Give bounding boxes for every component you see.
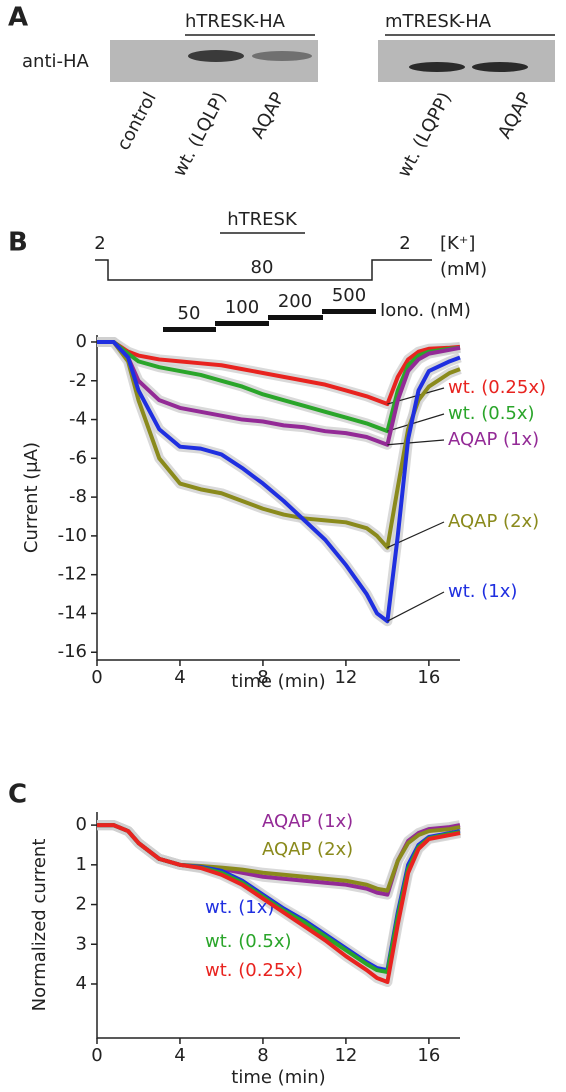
x-tick-label: 0 — [91, 667, 102, 688]
iono-level: 200 — [278, 291, 312, 312]
blot-group-title: mTRESK-HA — [385, 11, 492, 32]
legend-label: wt. (1x) — [205, 897, 274, 918]
k-label: (mM) — [440, 259, 487, 280]
legend-label: wt. (0.5x) — [205, 931, 292, 952]
k-protocol — [95, 259, 432, 281]
lane-label: AQAP — [494, 89, 536, 143]
lane-label: wt. (LQPP) — [394, 89, 456, 181]
iono-bar — [268, 315, 323, 320]
series-line — [97, 339, 461, 434]
legend-label: AQAP (2x) — [262, 839, 353, 860]
x-axis-label: time (min) — [231, 1067, 325, 1088]
y-tick-label: 1 — [76, 854, 87, 875]
lane-label: AQAP — [247, 89, 289, 143]
y-tick-label: -4 — [69, 409, 87, 430]
panel-label: B — [8, 228, 28, 258]
legend-label: AQAP (2x) — [448, 511, 539, 532]
k-level: 2 — [399, 233, 410, 254]
x-tick-label: 8 — [257, 667, 268, 688]
y-tick-label: -6 — [69, 447, 87, 468]
y-tick-label: -2 — [69, 370, 87, 391]
x-tick-label: 4 — [174, 667, 185, 688]
blot-band — [409, 62, 465, 72]
x-tick-label: 12 — [334, 667, 357, 688]
blot-group-title: hTRESK-HA — [185, 11, 286, 32]
iono-level: 500 — [332, 285, 366, 306]
x-axis-label: time (min) — [231, 671, 325, 692]
legend-label: AQAP (1x) — [448, 429, 539, 450]
blot-band — [472, 62, 528, 72]
leader-line — [387, 413, 445, 432]
y-tick-label: -16 — [58, 641, 87, 662]
series-line — [97, 339, 461, 624]
y-tick-label: -8 — [69, 486, 87, 507]
y-tick-label: -14 — [58, 602, 87, 623]
y-tick-label: 4 — [76, 973, 87, 994]
y-axis-label: Normalized current — [29, 839, 50, 1012]
series-line — [97, 339, 461, 407]
y-tick-label: 0 — [76, 331, 87, 352]
series-line — [97, 823, 461, 984]
x-tick-label: 12 — [334, 1045, 357, 1066]
x-tick-label: 16 — [417, 1045, 440, 1066]
iono-bar — [215, 321, 269, 326]
y-axis-label: Current (μA) — [21, 442, 42, 553]
blot — [378, 40, 555, 82]
y-tick-label: -12 — [58, 564, 87, 585]
k-level: 80 — [251, 257, 274, 278]
y-tick-label: 2 — [76, 894, 87, 915]
legend-label: wt. (0.25x) — [448, 377, 546, 398]
x-tick-label: 16 — [417, 667, 440, 688]
x-tick-label: 0 — [91, 1045, 102, 1066]
lane-label: wt. (LQLP) — [169, 89, 231, 180]
iono-bar — [322, 309, 376, 314]
leader-line — [387, 591, 445, 622]
blot-band — [252, 51, 312, 61]
x-tick-label: 4 — [174, 1045, 185, 1066]
legend-label: wt. (0.5x) — [448, 403, 535, 424]
panel-label: A — [8, 3, 28, 33]
k-label: [K⁺] — [440, 233, 475, 254]
y-tick-label: 0 — [76, 814, 87, 835]
k-level: 2 — [94, 233, 105, 254]
iono-label: Iono. (nM) — [380, 300, 471, 321]
iono-bar — [163, 327, 216, 332]
y-tick-label: 3 — [76, 933, 87, 954]
x-tick-label: 8 — [257, 1045, 268, 1066]
iono-level: 100 — [225, 297, 259, 318]
iono-level: 50 — [178, 303, 201, 324]
protocol-title: hTRESK — [227, 209, 298, 230]
legend-label: wt. (0.25x) — [205, 960, 303, 981]
blot-band — [188, 50, 244, 62]
panel-label: C — [8, 780, 27, 810]
leader-line — [387, 439, 445, 446]
blot-row-label: anti-HA — [22, 51, 90, 72]
lane-label: control — [113, 89, 161, 154]
legend-label: wt. (1x) — [448, 581, 517, 602]
series-line — [97, 339, 461, 447]
legend-label: AQAP (1x) — [262, 811, 353, 832]
y-tick-label: -10 — [58, 525, 87, 546]
